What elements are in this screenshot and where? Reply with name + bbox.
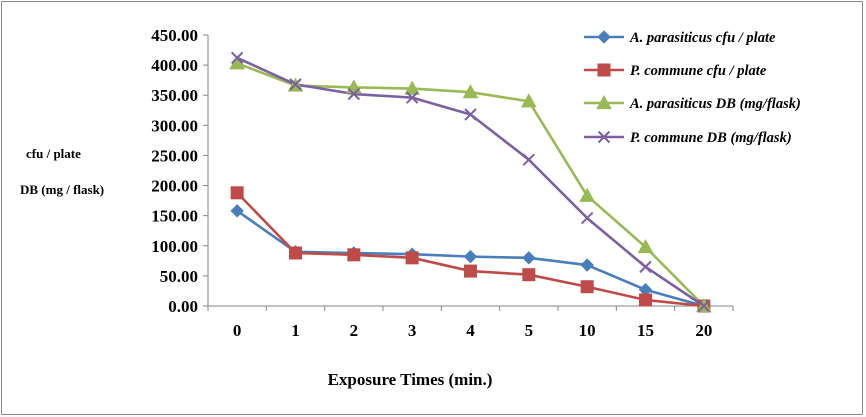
data-point-square: [405, 251, 419, 265]
data-point-triangle: [637, 238, 654, 254]
y-axis-label-line-2: DB (mg / flask): [20, 182, 104, 197]
y-tick-label: 300.00: [151, 116, 198, 135]
data-point-x: [697, 299, 711, 313]
y-tick-label: 200.00: [151, 177, 198, 196]
x-tick-label: 2: [350, 321, 359, 340]
data-point-square: [464, 264, 477, 278]
x-tick-label: 4: [466, 321, 475, 340]
data-point-x: [347, 87, 361, 101]
x-tick-label: 3: [408, 321, 417, 340]
data-point-diamond: [522, 251, 536, 265]
data-point-triangle: [520, 93, 537, 108]
data-point-square: [580, 280, 594, 294]
data-point-x: [522, 153, 536, 166]
legend-label: P. commune cfu / plate: [630, 63, 767, 79]
x-marker-stroke: [464, 108, 477, 121]
x-tick-label: 20: [695, 321, 712, 340]
data-point-x: [289, 78, 302, 91]
data-point-triangle: [404, 80, 421, 95]
x-marker-stroke: [597, 130, 611, 144]
data-point-x: [405, 91, 419, 104]
x-marker-stroke: [230, 51, 244, 65]
y-tick-label: 250.00: [151, 146, 198, 165]
data-point-diamond: [580, 258, 594, 272]
data-point-square: [289, 246, 302, 260]
data-point-triangle: [462, 84, 479, 99]
x-tick-label: 15: [637, 321, 654, 340]
legend-marker-triangle: [596, 94, 612, 110]
x-marker-stroke: [522, 153, 536, 166]
legend-label: A. parasiticus DB (mg/flask): [629, 96, 801, 112]
data-point-diamond: [463, 249, 478, 264]
y-tick-label: 350.00: [151, 86, 198, 105]
data-point-square: [639, 293, 652, 307]
x-tick-label: 10: [579, 321, 596, 340]
series-markers: [229, 51, 712, 313]
data-point-x: [230, 51, 244, 65]
x-marker-stroke: [580, 211, 594, 225]
x-tick-label: 1: [291, 321, 300, 340]
legend-label: A. parasiticus cfu / plate: [629, 30, 776, 46]
data-point-x: [639, 260, 652, 274]
legend-marker-x: [597, 130, 611, 144]
x-marker-stroke: [289, 78, 302, 91]
y-axis-label-line-1: cfu / plate: [26, 146, 81, 161]
data-point-diamond: [230, 204, 244, 218]
x-marker-stroke: [639, 260, 652, 274]
x-marker-stroke: [405, 91, 419, 104]
x-marker-stroke: [347, 87, 361, 101]
data-point-triangle: [579, 187, 596, 202]
data-point-x: [464, 108, 477, 121]
y-tick-label: 50.00: [160, 267, 198, 286]
x-tick-label: 5: [525, 321, 534, 340]
y-tick-label: 0.00: [168, 297, 198, 316]
legend-marker-diamond: [597, 30, 611, 44]
x-tick-label: 0: [233, 321, 242, 340]
x-marker-stroke: [697, 299, 711, 313]
legend-marker-square: [597, 63, 611, 77]
x-tick-labels: 0 1 2 3 4 5 10 15 20: [233, 321, 712, 340]
x-axis-label: Exposure Times (min.): [328, 370, 493, 389]
data-point-square: [347, 248, 361, 262]
legend-label: P. commune DB (mg/flask): [630, 130, 792, 146]
y-tick-label: 100.00: [151, 237, 198, 256]
data-point-x: [580, 211, 594, 225]
y-tick-label: 450.00: [151, 26, 198, 45]
y-tick-labels: 0.00 50.00 100.00 150.00 200.00 250.00 300.00 3…: [151, 26, 198, 316]
series-line-1: [236, 191, 704, 308]
legend: A. parasiticus cfu / plate P. commune cfu…: [584, 30, 801, 146]
y-tick-label: 150.00: [151, 207, 198, 226]
y-tick-label: 400.00: [151, 56, 198, 75]
data-point-square: [522, 268, 536, 282]
data-point-square: [230, 186, 244, 200]
